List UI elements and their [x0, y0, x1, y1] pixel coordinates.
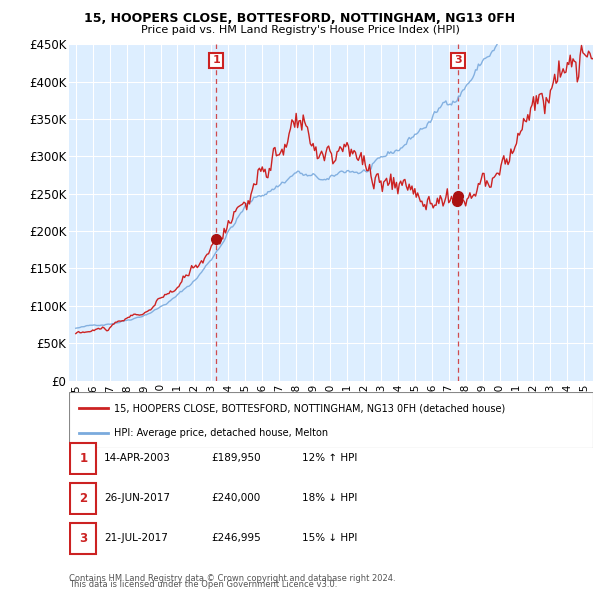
- Text: 26-JUN-2017: 26-JUN-2017: [104, 493, 170, 503]
- FancyBboxPatch shape: [70, 443, 97, 474]
- Text: 12% ↑ HPI: 12% ↑ HPI: [302, 453, 357, 463]
- Text: 1: 1: [79, 452, 88, 465]
- Text: 15, HOOPERS CLOSE, BOTTESFORD, NOTTINGHAM, NG13 0FH (detached house): 15, HOOPERS CLOSE, BOTTESFORD, NOTTINGHA…: [113, 403, 505, 413]
- FancyBboxPatch shape: [70, 523, 97, 554]
- Text: 1: 1: [212, 55, 220, 65]
- Text: £240,000: £240,000: [212, 493, 261, 503]
- Text: HPI: Average price, detached house, Melton: HPI: Average price, detached house, Melt…: [113, 428, 328, 438]
- Text: 18% ↓ HPI: 18% ↓ HPI: [302, 493, 357, 503]
- Text: Contains HM Land Registry data © Crown copyright and database right 2024.: Contains HM Land Registry data © Crown c…: [69, 574, 395, 583]
- Text: 3: 3: [454, 55, 462, 65]
- Text: £246,995: £246,995: [212, 533, 262, 543]
- Text: 2: 2: [79, 492, 88, 505]
- FancyBboxPatch shape: [69, 392, 593, 448]
- Text: 14-APR-2003: 14-APR-2003: [104, 453, 170, 463]
- Text: 3: 3: [79, 532, 88, 545]
- FancyBboxPatch shape: [70, 483, 97, 514]
- Text: 21-JUL-2017: 21-JUL-2017: [104, 533, 167, 543]
- Text: Price paid vs. HM Land Registry's House Price Index (HPI): Price paid vs. HM Land Registry's House …: [140, 25, 460, 35]
- Text: 15, HOOPERS CLOSE, BOTTESFORD, NOTTINGHAM, NG13 0FH: 15, HOOPERS CLOSE, BOTTESFORD, NOTTINGHA…: [85, 12, 515, 25]
- Text: This data is licensed under the Open Government Licence v3.0.: This data is licensed under the Open Gov…: [69, 581, 337, 589]
- Text: 15% ↓ HPI: 15% ↓ HPI: [302, 533, 357, 543]
- Text: £189,950: £189,950: [212, 453, 262, 463]
